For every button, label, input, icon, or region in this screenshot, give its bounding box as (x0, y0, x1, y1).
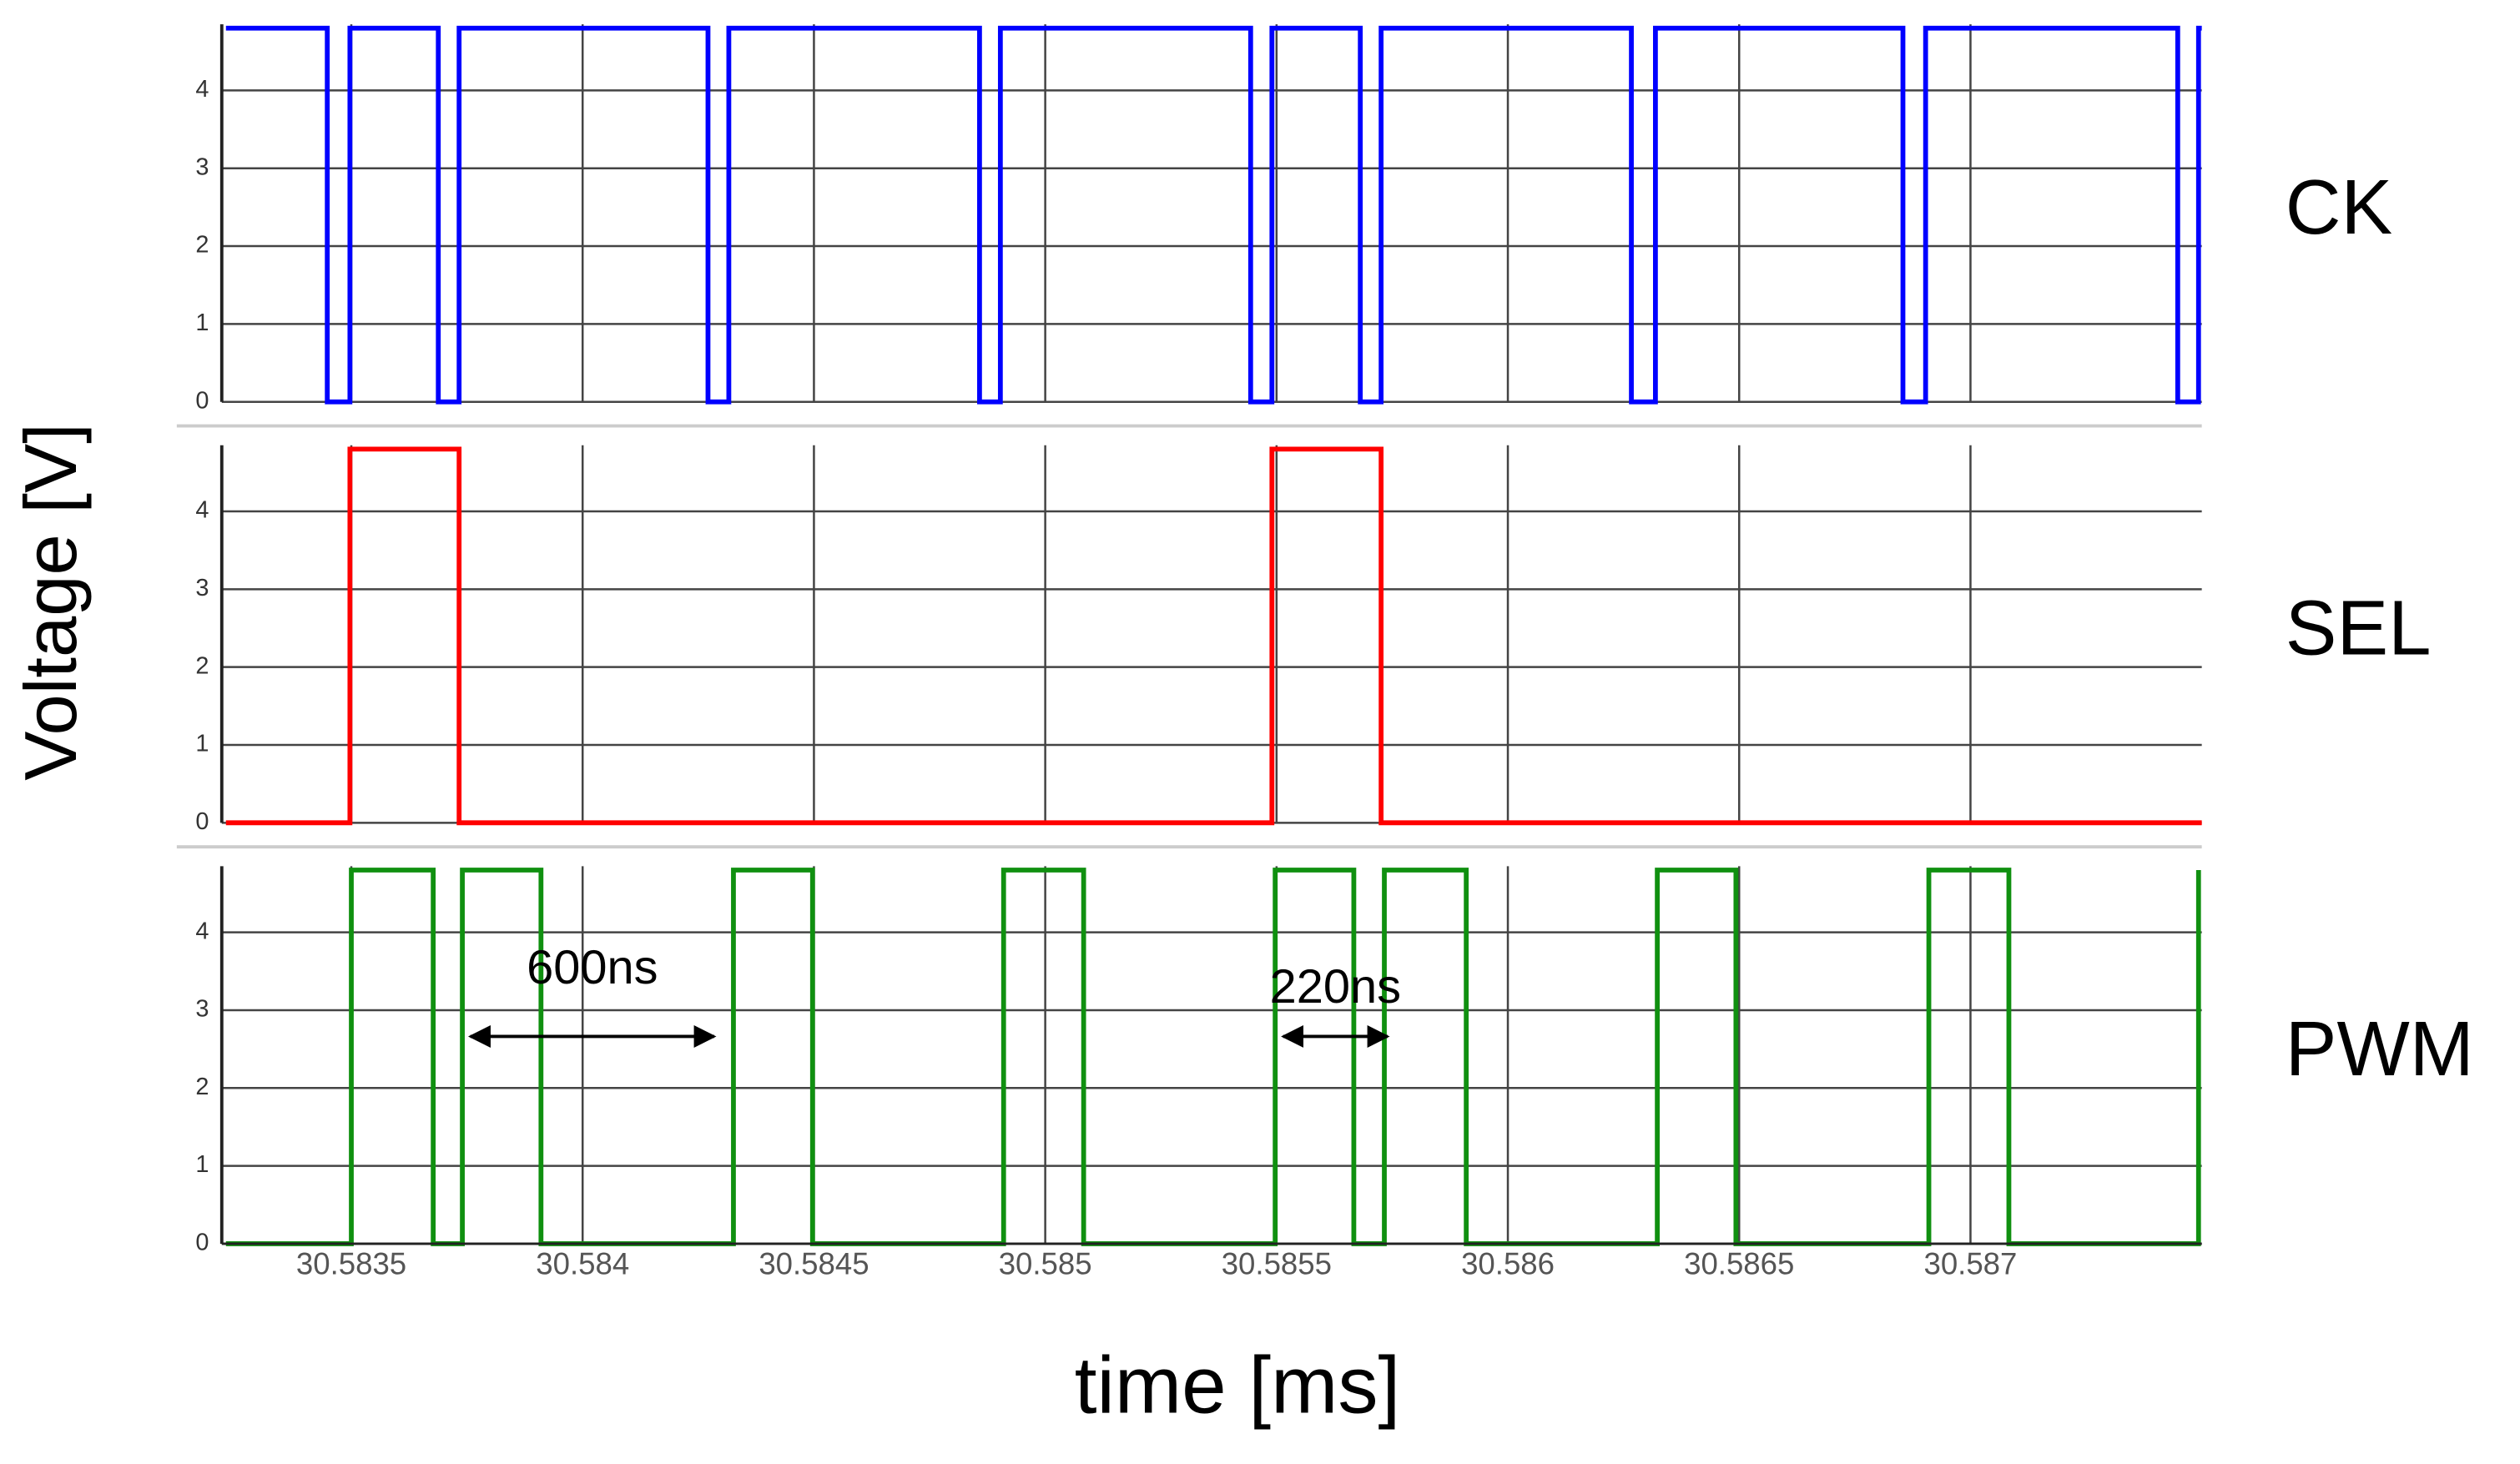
panel-label: CK (2286, 164, 2392, 250)
x-tick-label: 30.5855 (1222, 1247, 1332, 1281)
x-tick-label: 30.585 (999, 1247, 1092, 1281)
x-axis-label: time [ms] (1075, 1341, 1401, 1431)
panel-label: SEL (2286, 584, 2432, 671)
y-tick-label: 1 (195, 1151, 209, 1178)
y-tick-label: 4 (195, 76, 209, 103)
annotation: 600ns (527, 941, 658, 994)
x-tick-label: 30.5845 (759, 1247, 869, 1281)
y-tick-label: 4 (195, 918, 209, 944)
signal-line (225, 446, 2202, 826)
y-tick-label: 4 (195, 497, 209, 524)
x-tick-label: 30.584 (536, 1247, 629, 1281)
y-tick-label: 0 (195, 1230, 209, 1256)
y-tick-label: 1 (195, 309, 209, 336)
x-tick-label: 30.5835 (296, 1247, 406, 1281)
signal-line (225, 25, 2202, 405)
annotation: 220ns (1270, 960, 1401, 1014)
y-tick-label: 2 (195, 1074, 209, 1100)
y-tick-label: 0 (195, 387, 209, 414)
signal-line (225, 868, 2201, 1246)
x-tick-label: 30.5865 (1684, 1247, 1794, 1281)
x-tick-label: 30.586 (1461, 1247, 1555, 1281)
y-tick-label: 1 (195, 731, 209, 757)
y-tick-label: 0 (195, 808, 209, 835)
y-axis-label: Voltage [V] (9, 423, 92, 780)
y-tick-label: 3 (195, 153, 209, 180)
panel-label: PWM (2286, 1005, 2474, 1092)
y-tick-label: 2 (195, 232, 209, 259)
y-tick-label: 3 (195, 996, 209, 1023)
y-tick-label: 2 (195, 652, 209, 679)
y-tick-label: 3 (195, 575, 209, 601)
x-tick-label: 30.587 (1923, 1247, 2017, 1281)
